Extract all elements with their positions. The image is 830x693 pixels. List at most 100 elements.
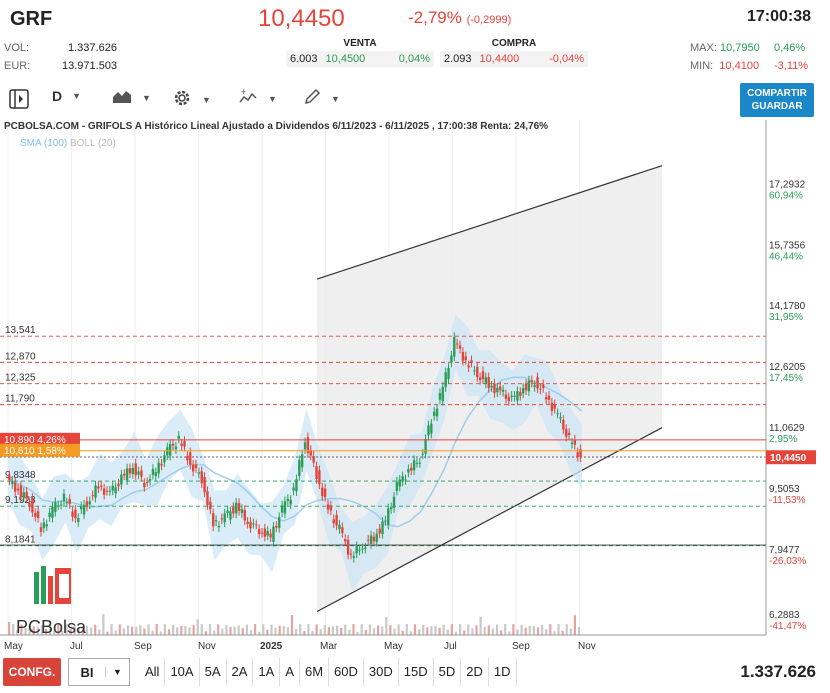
period-select[interactable]: D ▼ <box>52 88 81 104</box>
volume-bar <box>36 627 39 635</box>
candle-body <box>97 486 100 489</box>
candle-body <box>501 389 505 392</box>
volume-bar <box>143 628 146 635</box>
x-tick-label: Sep <box>134 641 152 652</box>
volume-bar <box>487 625 490 635</box>
candle-body <box>68 499 71 504</box>
candle-body <box>194 464 198 469</box>
candle-body <box>186 455 189 461</box>
eur-label: EUR: <box>4 60 31 72</box>
last-price: 10,4450 <box>258 5 345 32</box>
bi-select[interactable]: BI ▼ <box>68 658 130 686</box>
range-2a[interactable]: 2A <box>227 658 254 686</box>
candle-body <box>312 456 315 463</box>
range-15d[interactable]: 15D <box>399 658 434 686</box>
range-30d[interactable]: 30D <box>364 658 399 686</box>
volume-bar <box>483 626 486 635</box>
chevron-down-icon: ▼ <box>268 93 277 104</box>
candle-body <box>88 501 91 505</box>
candle-body <box>42 522 46 529</box>
volume-bar <box>356 631 359 635</box>
candle-body <box>427 425 430 436</box>
candle-body <box>283 501 287 514</box>
range-a[interactable]: A <box>280 658 300 686</box>
volume-bars <box>8 614 581 635</box>
panel-toggle-icon[interactable] <box>8 88 30 110</box>
drawing-select[interactable]: ▼ <box>303 88 340 109</box>
candle-body <box>154 472 158 477</box>
indicator-legend: SMA (100) BOLL (20) <box>20 138 116 149</box>
range-5a[interactable]: 5A <box>200 658 227 686</box>
candle-body <box>143 482 146 488</box>
volume-bar <box>524 627 527 635</box>
range-5d[interactable]: 5D <box>434 658 462 686</box>
boll-label[interactable]: BOLL (20) <box>70 138 116 149</box>
candle-body <box>249 521 252 529</box>
candle-body <box>513 395 516 397</box>
settings-select[interactable]: ▼ <box>172 88 211 111</box>
candle-body <box>464 356 467 361</box>
candle-body <box>269 533 272 538</box>
volume-bar <box>139 625 142 635</box>
candle-body <box>562 419 565 430</box>
range-all[interactable]: All <box>140 658 166 686</box>
volume-bar <box>372 628 376 635</box>
candle-body <box>395 481 399 491</box>
candle-body <box>375 533 378 542</box>
candle-body <box>91 495 94 497</box>
volume-bar <box>208 624 212 635</box>
range-6m[interactable]: 6M <box>300 658 330 686</box>
candle-body <box>573 439 577 445</box>
range-1a[interactable]: 1A <box>253 658 281 686</box>
indicators-select[interactable]: + ▼ <box>238 87 277 109</box>
range-2d[interactable]: 2D <box>461 658 489 686</box>
candle-body <box>527 380 531 392</box>
config-button[interactable]: CONFG. <box>3 658 61 686</box>
volume-bar <box>549 624 552 635</box>
x-tick-label: Mar <box>320 641 338 652</box>
volume-bar <box>565 624 568 635</box>
candle-body <box>544 397 548 400</box>
candle-body <box>496 387 499 393</box>
candle-body <box>530 380 533 383</box>
share-save-button[interactable]: COMPARTIR GUARDAR <box>740 83 814 117</box>
candle-body <box>407 469 410 473</box>
range-60d[interactable]: 60D <box>329 658 364 686</box>
candle-body <box>547 395 551 400</box>
price-change: -2,79% (-0,2999) <box>408 8 511 28</box>
candle-body <box>361 548 364 550</box>
candle-body <box>329 505 333 511</box>
candle-body <box>148 479 152 481</box>
chart-type-select[interactable]: ▼ <box>112 88 151 107</box>
range-10a[interactable]: 10A <box>165 658 200 686</box>
candle-body <box>415 462 419 464</box>
candle-body <box>335 514 338 526</box>
candle-body <box>171 443 175 446</box>
candle-body <box>435 408 439 417</box>
volume-bar <box>512 624 515 635</box>
level-label: 8,1841 <box>5 535 36 546</box>
candle-body <box>151 468 155 475</box>
sma-label[interactable]: SMA (100) <box>20 138 68 149</box>
volume-bar <box>180 625 183 635</box>
candle-body <box>229 511 232 520</box>
volume-bar <box>434 625 437 635</box>
x-tick-label: Jul <box>70 641 83 652</box>
candle-body <box>418 462 422 464</box>
volume-bar <box>118 624 121 635</box>
axis-pct: -11,53% <box>769 495 806 506</box>
candle-body <box>490 385 493 388</box>
volume-bar <box>340 627 343 635</box>
volume-bar <box>516 629 519 635</box>
x-tick-label: 2025 <box>260 641 283 652</box>
volume-bar <box>135 626 138 635</box>
volume-bar <box>258 631 261 635</box>
range-1d[interactable]: 1D <box>489 658 517 686</box>
candle-body <box>559 417 562 419</box>
x-tick-label: Nov <box>578 641 596 652</box>
volume-bar <box>541 624 544 635</box>
candle-body <box>504 394 508 399</box>
axis-price: 15,7356 <box>769 240 806 251</box>
buy-qty: 2.093 <box>444 53 472 65</box>
price-chart[interactable]: 13,54112,87012,32511,7909,83489,19238,18… <box>0 120 830 655</box>
